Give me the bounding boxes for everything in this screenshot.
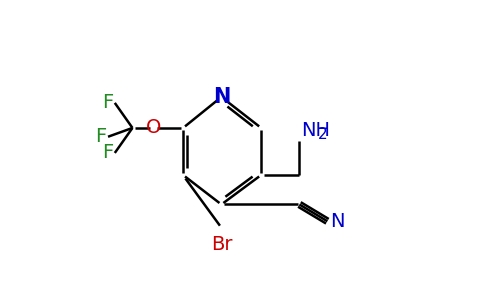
Text: NH: NH [301,121,330,140]
Text: N: N [212,87,230,107]
Text: F: F [95,127,106,146]
Text: F: F [102,93,113,112]
Text: O: O [146,118,161,137]
Text: Br: Br [211,235,232,254]
Text: 2: 2 [318,127,328,142]
Text: F: F [102,143,113,162]
Text: N: N [330,212,344,231]
